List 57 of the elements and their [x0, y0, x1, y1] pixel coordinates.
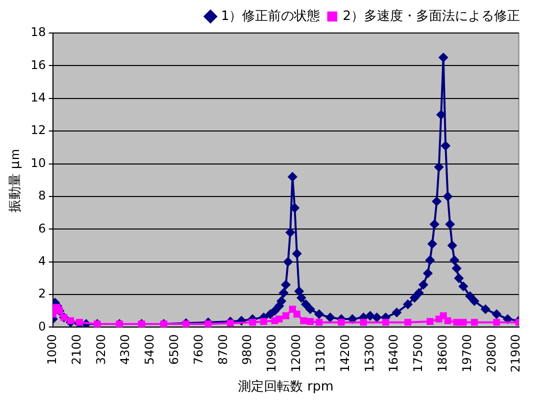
point: [382, 318, 390, 326]
x-tick-label: 9800: [240, 334, 254, 365]
y-tick-label: 12: [30, 123, 46, 138]
legend-label: 1）修正前の状態: [220, 8, 320, 24]
point: [360, 318, 367, 326]
point: [426, 318, 434, 325]
point: [249, 318, 256, 326]
y-tick-label: 0: [38, 319, 46, 334]
x-tick-label: 14200: [338, 334, 352, 372]
y-tick-label: 6: [38, 221, 46, 236]
y-tick-label: 4: [38, 254, 46, 268]
x-tick-label: 4300: [118, 334, 132, 365]
point: [226, 320, 234, 327]
x-tick-label: 19700: [460, 334, 474, 372]
x-tick-label: 1000: [44, 334, 59, 365]
point: [460, 318, 467, 326]
y-tick-label: 2: [38, 286, 46, 301]
point: [444, 317, 452, 324]
y-axis-title: 振動量 μｍ: [8, 148, 24, 212]
y-tick-label: 16: [30, 58, 46, 72]
point: [440, 312, 447, 320]
point: [493, 318, 500, 326]
x-tick-label: 21900: [508, 334, 523, 372]
x-tick-label: 6500: [167, 334, 182, 365]
x-tick-label: 10900: [264, 334, 279, 372]
x-tick-label: 12000: [289, 334, 304, 372]
point: [204, 320, 212, 328]
legend-label: 2）多速度・多面法による修正: [342, 8, 520, 24]
y-tick-label: 18: [30, 25, 46, 40]
x-tick-label: 13100: [313, 334, 328, 372]
y-tick-label: 10: [30, 156, 46, 170]
x-tick-label: 3200: [94, 334, 108, 365]
y-tick-label: 8: [38, 188, 46, 203]
point: [404, 318, 412, 326]
point: [289, 306, 296, 313]
point: [470, 318, 478, 326]
point: [453, 318, 460, 326]
point: [338, 318, 345, 326]
x-tick-label: 8700: [216, 334, 230, 365]
x-tick-label: 5400: [142, 334, 157, 365]
point: [67, 317, 74, 324]
x-tick-label: 17500: [411, 334, 426, 372]
x-tick-label: 18600: [435, 334, 450, 372]
point: [293, 310, 300, 318]
point: [300, 317, 308, 324]
x-axis-title: 測定回転数 rpm: [238, 380, 334, 395]
y-tick-label: 14: [30, 90, 46, 105]
x-tick-label: 2100: [69, 334, 84, 365]
point: [276, 316, 283, 323]
point: [282, 312, 290, 320]
x-tick-label: 16400: [386, 334, 401, 372]
x-tick-label: 20800: [484, 334, 498, 372]
point: [260, 318, 268, 325]
x-tick-label: 15300: [362, 334, 376, 372]
point: [306, 318, 314, 325]
x-tick-label: 7600: [191, 334, 206, 365]
point: [316, 318, 323, 326]
